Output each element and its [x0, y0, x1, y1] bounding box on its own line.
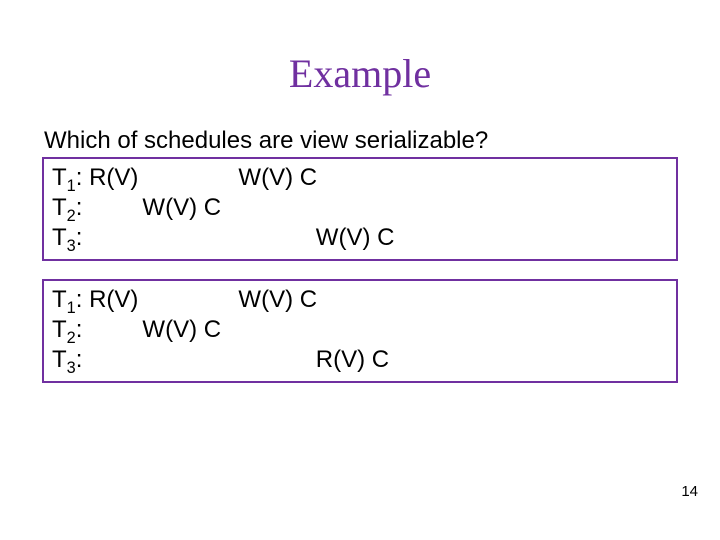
- schedule-a-row-2: T2: W(V) C: [52, 193, 668, 223]
- page-number: 14: [681, 483, 698, 500]
- schedule-a-row-1: T1: R(V) W(V) C: [52, 163, 668, 193]
- schedule-a-row-3: T3: W(V) C: [52, 223, 668, 253]
- schedule-b-row-2: T2: W(V) C: [52, 315, 668, 345]
- schedule-b-row-3: T3: R(V) C: [52, 345, 668, 375]
- slide: Example Which of schedules are view seri…: [0, 0, 720, 540]
- schedule-box-a: T1: R(V) W(V) C T2: W(V) C T3: W(V) C: [42, 157, 678, 261]
- slide-title: Example: [42, 50, 678, 97]
- question-text: Which of schedules are view serializable…: [42, 127, 678, 155]
- schedule-box-b: T1: R(V) W(V) C T2: W(V) C T3: R(V) C: [42, 279, 678, 383]
- schedule-b-row-1: T1: R(V) W(V) C: [52, 285, 668, 315]
